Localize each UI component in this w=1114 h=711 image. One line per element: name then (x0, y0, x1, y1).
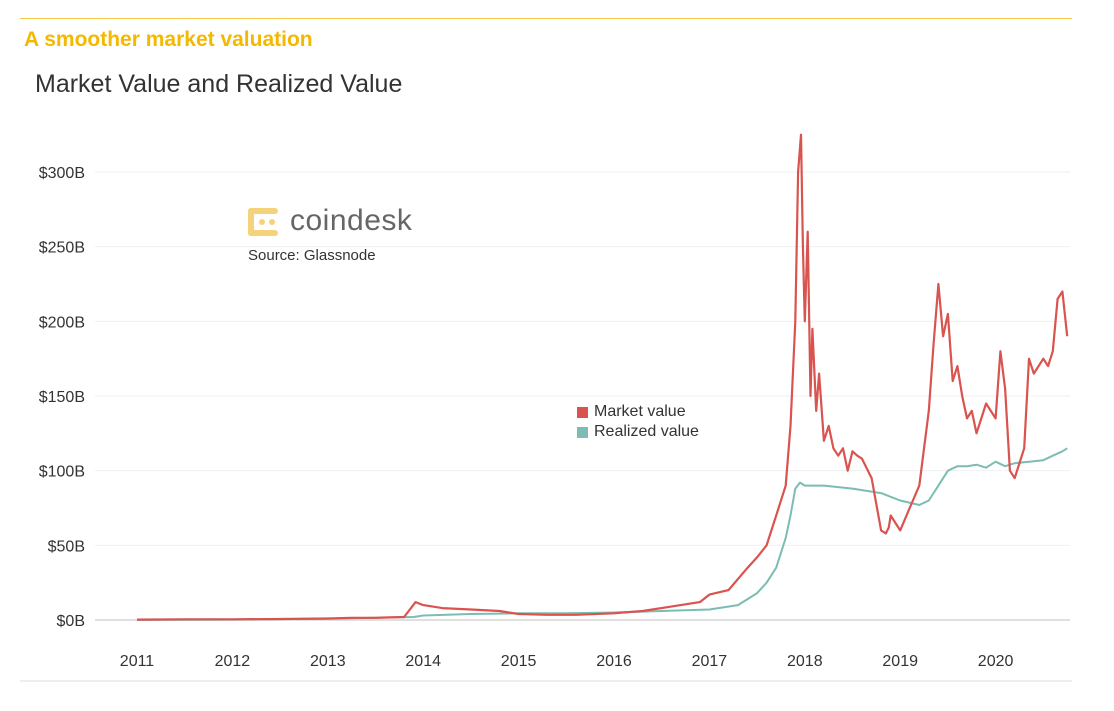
legend-item-realized: Realized value (577, 422, 699, 442)
legend-label-realized: Realized value (594, 423, 699, 440)
legend-label-market: Market value (594, 403, 686, 420)
y-tick-label: $150B (39, 389, 85, 406)
brand-name: coindesk (290, 204, 413, 237)
x-tick-label: 2016 (596, 653, 632, 670)
series-lines (136, 133, 1069, 621)
x-tick-label: 2014 (405, 653, 441, 670)
headline: A smoother market valuation (24, 28, 313, 51)
legend-item-market: Market value (577, 402, 699, 422)
x-tick-label: 2018 (787, 653, 823, 670)
chart-title: Market Value and Realized Value (35, 70, 403, 98)
grid-lines (95, 171, 1070, 621)
source-note: Source: Glassnode (248, 247, 376, 264)
coindesk-logo-icon (248, 208, 278, 236)
y-tick-label: $100B (39, 464, 85, 481)
y-tick-label: $250B (39, 240, 85, 257)
legend: Market value Realized value (577, 402, 699, 442)
y-tick-label: $300B (39, 165, 85, 182)
x-tick-label: 2015 (501, 653, 537, 670)
legend-swatch-market (577, 406, 588, 418)
series-line-market-value (136, 133, 1069, 621)
y-axis-ticks: $0B $50B $100B $150B $200B $250B $300B (39, 165, 85, 630)
y-tick-label: $0B (57, 613, 85, 630)
x-tick-label: 2013 (310, 653, 346, 670)
watermark: coindesk Source: Glassnode (246, 204, 412, 264)
x-tick-label: 2011 (120, 653, 155, 670)
series-line-realized-value (136, 447, 1068, 621)
y-tick-label: $200B (39, 314, 85, 331)
x-tick-label: 2019 (882, 653, 918, 670)
x-tick-label: 2020 (978, 653, 1014, 670)
x-tick-label: 2012 (215, 653, 251, 670)
x-axis-ticks: 2011 2012 2013 2014 2015 2016 2017 2018 2019 2020 (120, 653, 1014, 670)
y-tick-label: $50B (48, 538, 85, 555)
legend-swatch-realized (577, 426, 588, 438)
x-tick-label: 2017 (692, 653, 728, 670)
top-divider (20, 18, 1072, 19)
bottom-divider (20, 680, 1072, 682)
